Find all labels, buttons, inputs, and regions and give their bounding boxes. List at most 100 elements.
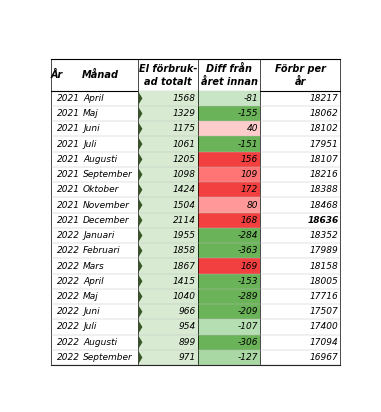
Bar	[51, 289, 340, 304]
Text: Februari: Februari	[83, 246, 121, 255]
Text: 1098: 1098	[173, 170, 196, 179]
Text: December: December	[83, 216, 130, 225]
Text: 17716: 17716	[310, 292, 338, 301]
Polygon shape	[139, 337, 142, 348]
Bar	[51, 213, 340, 228]
Text: 18388: 18388	[310, 185, 338, 194]
Text: 2022: 2022	[57, 292, 80, 301]
Bar	[51, 243, 340, 258]
Bar	[198, 152, 260, 167]
Text: -363: -363	[237, 246, 258, 255]
Text: Månad: Månad	[82, 70, 118, 80]
Text: 966: 966	[179, 307, 196, 316]
Bar	[198, 213, 260, 228]
Text: -289: -289	[237, 292, 258, 301]
Bar	[51, 121, 340, 136]
Text: 1329: 1329	[173, 109, 196, 118]
Text: 1504: 1504	[173, 201, 196, 210]
Polygon shape	[139, 169, 142, 180]
Bar	[198, 335, 260, 350]
Text: ad totalt: ad totalt	[144, 77, 192, 87]
Text: -151: -151	[237, 140, 258, 149]
Polygon shape	[139, 154, 142, 165]
Bar	[138, 182, 198, 197]
Text: 2022: 2022	[57, 246, 80, 255]
Bar	[138, 106, 198, 121]
Bar	[198, 59, 260, 91]
Text: April: April	[83, 277, 104, 286]
Text: 18107: 18107	[310, 155, 338, 164]
Text: Januari: Januari	[83, 231, 114, 240]
Text: Oktober: Oktober	[83, 185, 119, 194]
Bar	[138, 350, 198, 365]
Text: -284: -284	[237, 231, 258, 240]
Text: Augusti: Augusti	[83, 155, 117, 164]
Bar	[198, 304, 260, 319]
Text: Diff från: Diff från	[206, 64, 252, 74]
Text: 18062: 18062	[310, 109, 338, 118]
Text: -81: -81	[243, 94, 258, 103]
Bar	[138, 197, 198, 213]
Bar	[51, 182, 340, 197]
Text: -209: -209	[237, 307, 258, 316]
Bar	[198, 136, 260, 152]
Text: 954: 954	[179, 323, 196, 332]
Text: Juli: Juli	[83, 140, 96, 149]
Bar	[51, 59, 340, 91]
Bar	[51, 152, 340, 167]
Text: 2114: 2114	[173, 216, 196, 225]
Text: 1424: 1424	[173, 185, 196, 194]
Text: Mars: Mars	[83, 262, 105, 271]
Text: 169: 169	[241, 262, 258, 271]
Text: 1205: 1205	[173, 155, 196, 164]
Text: 2022: 2022	[57, 307, 80, 316]
Bar	[138, 274, 198, 289]
Bar	[138, 59, 198, 91]
Text: -306: -306	[237, 338, 258, 347]
Bar	[260, 59, 340, 91]
Text: Maj: Maj	[83, 292, 99, 301]
Polygon shape	[139, 138, 142, 150]
Text: -107: -107	[237, 323, 258, 332]
Text: 109: 109	[241, 170, 258, 179]
Text: 2021: 2021	[57, 185, 80, 194]
Bar	[51, 167, 340, 182]
Text: 2021: 2021	[57, 201, 80, 210]
Text: 1040: 1040	[173, 292, 196, 301]
Text: 1175: 1175	[173, 124, 196, 133]
Polygon shape	[139, 245, 142, 257]
Bar	[51, 304, 340, 319]
Polygon shape	[139, 123, 142, 135]
Polygon shape	[139, 184, 142, 196]
Bar	[51, 258, 340, 274]
Text: 2021: 2021	[57, 94, 80, 103]
Text: -155: -155	[237, 109, 258, 118]
Polygon shape	[139, 321, 142, 333]
Text: Juli: Juli	[83, 323, 96, 332]
Bar	[51, 197, 340, 213]
Bar	[198, 350, 260, 365]
Polygon shape	[139, 215, 142, 226]
Text: År: År	[51, 70, 63, 80]
Bar	[198, 289, 260, 304]
Bar	[51, 228, 340, 243]
Text: El förbruk-: El förbruk-	[139, 64, 197, 74]
Bar	[198, 243, 260, 258]
Bar	[51, 350, 340, 365]
Bar	[198, 106, 260, 121]
Bar	[51, 136, 340, 152]
Text: 18102: 18102	[310, 124, 338, 133]
Polygon shape	[139, 199, 142, 211]
Bar	[138, 121, 198, 136]
Bar	[51, 91, 340, 106]
Text: -153: -153	[237, 277, 258, 286]
Text: 17951: 17951	[310, 140, 338, 149]
Polygon shape	[139, 108, 142, 119]
Bar	[198, 197, 260, 213]
Text: Juni: Juni	[83, 124, 100, 133]
Text: 16967: 16967	[310, 353, 338, 362]
Text: 1568: 1568	[173, 94, 196, 103]
Text: 2022: 2022	[57, 277, 80, 286]
Text: 18217: 18217	[310, 94, 338, 103]
Text: 1867: 1867	[173, 262, 196, 271]
